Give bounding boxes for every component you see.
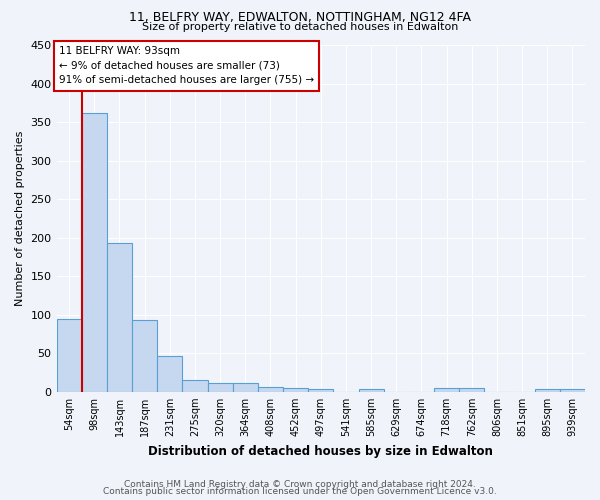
Bar	[182, 380, 208, 392]
Text: 11, BELFRY WAY, EDWALTON, NOTTINGHAM, NG12 4FA: 11, BELFRY WAY, EDWALTON, NOTTINGHAM, NG…	[129, 12, 471, 24]
Y-axis label: Number of detached properties: Number of detached properties	[15, 130, 25, 306]
Bar	[132, 320, 157, 392]
X-axis label: Distribution of detached houses by size in Edwalton: Distribution of detached houses by size …	[148, 444, 493, 458]
Bar	[258, 387, 283, 392]
Bar	[359, 390, 383, 392]
Bar	[233, 384, 258, 392]
Bar	[535, 388, 560, 392]
Bar	[434, 388, 459, 392]
Text: Contains public sector information licensed under the Open Government Licence v3: Contains public sector information licen…	[103, 488, 497, 496]
Bar	[157, 356, 182, 392]
Bar	[459, 388, 484, 392]
Bar	[560, 388, 585, 392]
Text: Contains HM Land Registry data © Crown copyright and database right 2024.: Contains HM Land Registry data © Crown c…	[124, 480, 476, 489]
Text: 11 BELFRY WAY: 93sqm
← 9% of detached houses are smaller (73)
91% of semi-detach: 11 BELFRY WAY: 93sqm ← 9% of detached ho…	[59, 46, 314, 86]
Bar	[308, 390, 334, 392]
Bar	[82, 113, 107, 392]
Bar	[208, 384, 233, 392]
Text: Size of property relative to detached houses in Edwalton: Size of property relative to detached ho…	[142, 22, 458, 32]
Bar	[107, 243, 132, 392]
Bar	[56, 318, 82, 392]
Bar	[283, 388, 308, 392]
